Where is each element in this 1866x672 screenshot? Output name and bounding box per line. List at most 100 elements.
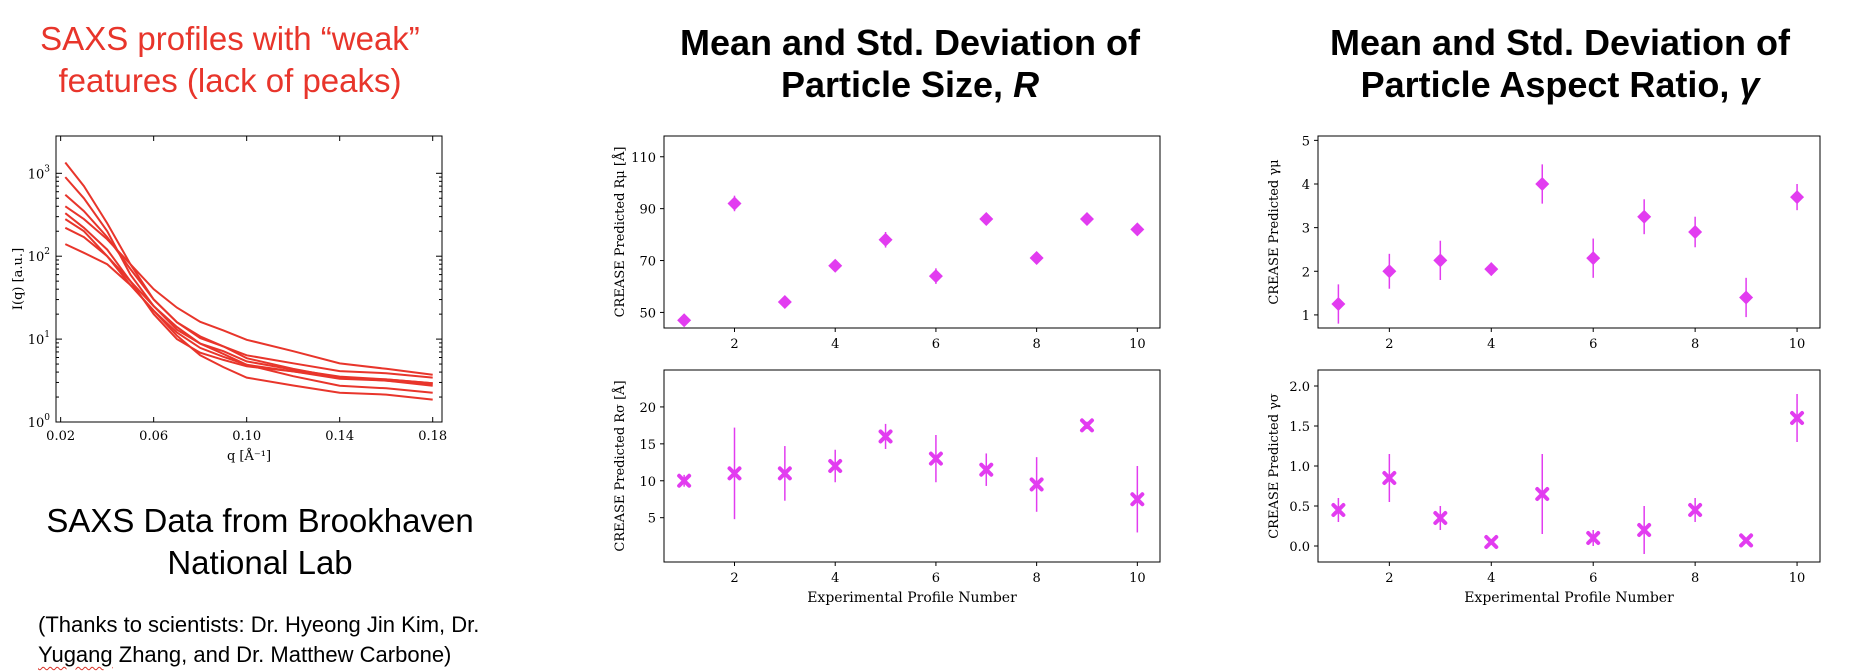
r_mu-frame xyxy=(663,135,1161,329)
size-title-line1: Mean and Std. Deviation of xyxy=(679,22,1141,63)
r_mu-point xyxy=(1130,222,1145,237)
g_mu-ylabel: CREASE Predicted γμ xyxy=(1267,159,1282,304)
g_sigma-point xyxy=(1739,533,1754,548)
r_mu-point xyxy=(677,313,692,328)
saxs-xlabel: q [Å⁻¹] xyxy=(227,448,271,464)
g_sigma-xtick-label: 2 xyxy=(1385,571,1393,586)
data-source: SAXS Data from Brookhaven National Lab xyxy=(20,500,500,584)
r_sigma-ytick-label: 20 xyxy=(639,401,656,416)
g_sigma-point xyxy=(1535,487,1550,501)
r_sigma-xtick-label: 8 xyxy=(1032,571,1040,586)
g_mu-xtick-label: 6 xyxy=(1589,337,1597,352)
thanks-misspelled-word: Yugang xyxy=(38,642,113,667)
r_mu-ytick-label: 110 xyxy=(631,151,656,166)
r_mu-xtick-label: 8 xyxy=(1032,337,1040,352)
g_mu-frame xyxy=(1317,135,1821,329)
r_sigma-xtick-label: 2 xyxy=(730,571,738,586)
g_mu-point xyxy=(1688,225,1703,239)
saxs-xtick-label: 0.02 xyxy=(46,429,75,444)
r_sigma-point xyxy=(1079,418,1094,433)
r_sigma-ytick-label: 5 xyxy=(648,512,656,527)
r_mu-point xyxy=(828,258,843,273)
g_sigma-ytick-label: 1.0 xyxy=(1289,460,1310,475)
r_mu-point xyxy=(727,196,742,211)
r_sigma-xtick-label: 6 xyxy=(932,571,940,586)
thanks-part1: (Thanks to scientists: Dr. Hyeong Jin Ki… xyxy=(38,612,480,637)
g_sigma-point xyxy=(1484,535,1499,549)
g_sigma-ytick-label: 1.5 xyxy=(1289,420,1310,435)
r_sigma-plot: 2 4 6 8 10 5 10 15 20 Experimental Profile Number… xyxy=(612,369,1161,606)
saxs-curve-1 xyxy=(64,161,433,379)
r_mu-ytick-label: 90 xyxy=(639,203,656,218)
g_mu-ytick-label: 4 xyxy=(1302,178,1310,193)
g_sigma-point xyxy=(1688,503,1703,517)
r_sigma-xtick-label: 10 xyxy=(1129,571,1146,586)
saxs-xtick-label: 0.06 xyxy=(139,429,168,444)
g_sigma-xtick-label: 10 xyxy=(1789,571,1806,586)
r_sigma-point xyxy=(878,429,893,444)
r_mu-xtick-label: 6 xyxy=(932,337,940,352)
r_mu-point xyxy=(878,232,893,247)
size-panel-title: Mean and Std. Deviation of Particle Size… xyxy=(560,22,1260,106)
g_sigma-plot: 2 4 6 8 10 0.0 0.5 1.0 1.5 2.0 Experimental Profil… xyxy=(1267,369,1821,606)
g_sigma-point xyxy=(1331,503,1346,517)
g_sigma-point xyxy=(1586,531,1601,545)
source-line1: SAXS Data from Brookhaven xyxy=(46,502,474,539)
saxs-ytick-label: 103 xyxy=(28,164,51,182)
saxs-frame xyxy=(55,135,443,423)
r_mu-point xyxy=(928,269,943,284)
r_sigma-point xyxy=(777,466,792,481)
g_sigma-ytick-label: 0.0 xyxy=(1289,540,1310,555)
r_mu-ytick-label: 70 xyxy=(639,255,656,270)
r_sigma-xtick-label: 4 xyxy=(831,571,839,586)
r_sigma-point xyxy=(727,466,742,481)
saxs-title-line2: features (lack of peaks) xyxy=(58,62,402,99)
saxs-curve-8 xyxy=(64,243,433,401)
r_mu-xtick-label: 10 xyxy=(1129,337,1146,352)
r_sigma-frame xyxy=(663,369,1161,563)
aspect-title-line2: Particle Aspect Ratio, γ xyxy=(1360,64,1760,105)
r_mu-point xyxy=(979,212,994,227)
saxs-ytick-label: 102 xyxy=(28,247,50,265)
saxs-curve-6 xyxy=(64,218,433,387)
aspect-panel-title: Mean and Std. Deviation of Particle Aspe… xyxy=(1280,22,1840,106)
r_mu-point xyxy=(1029,250,1044,265)
g_sigma-ytick-label: 2.0 xyxy=(1289,380,1310,395)
aspect-symbol: γ xyxy=(1739,64,1760,105)
saxs-curve-5 xyxy=(64,212,433,385)
r_sigma-point xyxy=(1130,492,1145,507)
size-title-line2: Particle Size, R xyxy=(780,64,1040,105)
g_mu-point xyxy=(1382,264,1397,279)
g_sigma-xtick-label: 4 xyxy=(1487,571,1495,586)
g_sigma-ytick-label: 0.5 xyxy=(1289,500,1310,515)
r_mu-ylabel: CREASE Predicted Rμ [Å] xyxy=(612,147,628,318)
saxs-ytick-label: 101 xyxy=(28,330,50,348)
g_mu-xtick-label: 4 xyxy=(1487,337,1495,352)
g_mu-point xyxy=(1637,209,1652,224)
r_sigma-ylabel: CREASE Predicted Rσ [Å] xyxy=(612,380,628,551)
r_sigma-ytick-label: 10 xyxy=(639,475,656,490)
g_mu-point xyxy=(1535,177,1550,191)
g_sigma-point xyxy=(1382,471,1397,485)
r_sigma-point xyxy=(979,462,994,477)
g_sigma-point xyxy=(1637,523,1652,537)
g_mu-xtick-label: 2 xyxy=(1385,337,1393,352)
g_mu-point xyxy=(1433,253,1448,268)
saxs-xtick-label: 0.14 xyxy=(325,429,354,444)
g_sigma-point xyxy=(1433,511,1448,525)
g_mu-xtick-label: 10 xyxy=(1789,337,1806,352)
r_sigma-xlabel: Experimental Profile Number xyxy=(807,590,1017,606)
r_sigma-point xyxy=(677,473,692,488)
g_mu-point xyxy=(1739,290,1754,305)
r_mu-ytick-label: 50 xyxy=(639,306,656,321)
g_mu-ytick-label: 1 xyxy=(1302,309,1310,324)
g_mu-point xyxy=(1586,251,1601,266)
saxs-ylabel: I(q) [a.u.] xyxy=(11,248,26,310)
g_mu-point xyxy=(1790,190,1805,205)
g_sigma-frame xyxy=(1317,369,1821,563)
thanks-part2: Zhang, and Dr. Matthew Carbone) xyxy=(112,642,452,667)
g_sigma-xtick-label: 8 xyxy=(1691,571,1699,586)
